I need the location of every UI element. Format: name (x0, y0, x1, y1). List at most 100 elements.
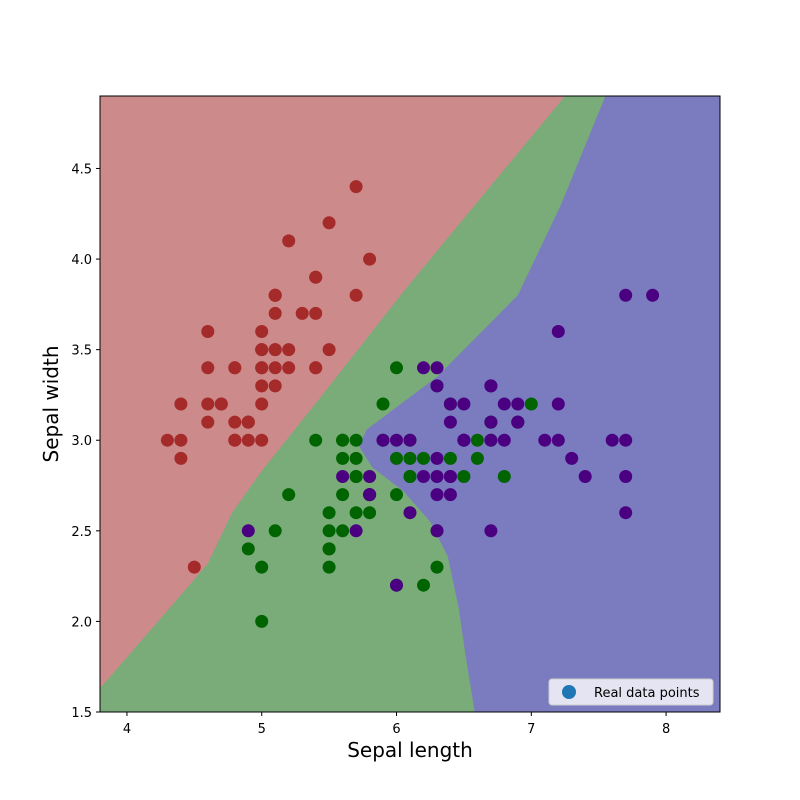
data-point-class-1 (187, 560, 201, 574)
x-tick-label: 4 (123, 722, 131, 737)
data-point-class-3 (484, 415, 498, 429)
data-point-class-3 (484, 433, 498, 447)
data-point-class-1 (201, 325, 215, 338)
data-point-class-3 (430, 379, 444, 393)
data-point-class-2 (322, 506, 336, 520)
data-point-class-2 (390, 451, 403, 465)
data-point-class-2 (390, 361, 403, 375)
data-point-class-2 (470, 433, 484, 447)
data-point-class-1 (349, 288, 363, 302)
data-point-class-3 (443, 488, 457, 502)
x-tick-label: 7 (527, 722, 535, 737)
data-point-class-3 (417, 470, 430, 483)
data-point-class-3 (497, 433, 511, 447)
y-tick-label: 4.5 (71, 162, 92, 177)
y-tick-label: 3.0 (71, 434, 92, 449)
data-point-class-1 (322, 343, 336, 357)
data-point-class-3 (511, 415, 525, 429)
data-point-class-1 (268, 361, 282, 375)
data-point-class-1 (214, 397, 228, 411)
data-point-class-2 (390, 488, 403, 502)
data-point-class-1 (309, 270, 323, 284)
data-point-class-2 (349, 433, 363, 447)
data-point-class-2 (282, 488, 296, 502)
data-point-class-3 (551, 433, 565, 447)
decision-region-class-3 (358, 96, 720, 712)
data-point-class-2 (336, 524, 350, 538)
data-point-class-1 (255, 379, 269, 393)
data-point-class-1 (309, 361, 323, 375)
y-axis: 1.5 2.0 2.5 3.0 3.5 4.0 4.5 (71, 162, 100, 721)
x-tick-label: 6 (392, 722, 400, 737)
data-point-class-2 (255, 560, 269, 574)
data-point-class-1 (174, 451, 188, 465)
data-point-class-2 (497, 470, 511, 483)
data-point-class-2 (336, 451, 350, 465)
y-tick-label: 2.5 (71, 525, 92, 540)
data-point-class-1 (255, 325, 269, 338)
data-point-class-2 (255, 614, 269, 628)
data-point-class-3 (430, 524, 444, 538)
data-point-class-3 (430, 361, 444, 375)
data-point-class-3 (619, 470, 633, 483)
data-point-class-3 (443, 415, 457, 429)
data-point-class-2 (322, 524, 336, 538)
data-point-class-2 (403, 451, 417, 465)
data-point-class-3 (376, 433, 390, 447)
data-point-class-1 (268, 306, 282, 320)
data-point-class-2 (430, 560, 444, 574)
data-point-class-2 (349, 451, 363, 465)
data-point-class-2 (417, 578, 430, 592)
data-point-class-1 (174, 397, 188, 411)
data-point-class-3 (497, 397, 511, 411)
legend-marker (562, 685, 576, 699)
data-point-class-1 (268, 288, 282, 302)
data-point-class-2 (457, 470, 471, 483)
data-point-class-2 (417, 451, 430, 465)
data-point-class-1 (282, 343, 296, 357)
data-point-class-2 (376, 397, 390, 411)
plot-frame (99, 95, 721, 713)
data-point-class-3 (403, 433, 417, 447)
data-point-class-1 (228, 361, 242, 375)
data-point-class-1 (255, 343, 269, 357)
legend-label: Real data points (594, 686, 700, 701)
data-point-class-3 (619, 506, 633, 520)
data-point-class-1 (322, 216, 336, 230)
x-tick-label: 8 (662, 722, 670, 737)
data-point-class-3 (619, 433, 633, 447)
data-point-class-3 (443, 397, 457, 411)
data-point-class-3 (443, 470, 457, 483)
data-point-class-2 (443, 451, 457, 465)
data-point-class-3 (390, 433, 403, 447)
data-point-class-3 (336, 470, 350, 483)
data-point-class-2 (241, 542, 255, 556)
data-point-class-1 (349, 180, 363, 194)
data-point-class-3 (390, 578, 403, 592)
y-tick-label: 4.0 (71, 253, 92, 268)
data-point-class-3 (551, 397, 565, 411)
data-point-class-3 (619, 288, 633, 302)
data-point-class-2 (524, 397, 538, 411)
data-point-class-1 (160, 433, 174, 447)
data-point-class-1 (268, 343, 282, 357)
y-tick-label: 3.5 (71, 344, 92, 359)
data-point-class-3 (646, 288, 660, 302)
data-point-class-2 (363, 506, 377, 520)
data-point-class-2 (336, 433, 350, 447)
data-point-class-3 (363, 488, 377, 502)
data-point-class-1 (295, 306, 309, 320)
data-point-class-3 (551, 325, 565, 338)
data-point-class-1 (228, 415, 242, 429)
data-point-class-2 (322, 560, 336, 574)
data-point-class-3 (484, 379, 498, 393)
legend: Real data points (548, 678, 714, 706)
data-point-class-1 (174, 433, 188, 447)
data-point-class-2 (403, 470, 417, 483)
data-point-class-3 (565, 451, 579, 465)
data-point-class-2 (349, 470, 363, 483)
data-point-class-1 (255, 361, 269, 375)
data-point-class-1 (241, 415, 255, 429)
